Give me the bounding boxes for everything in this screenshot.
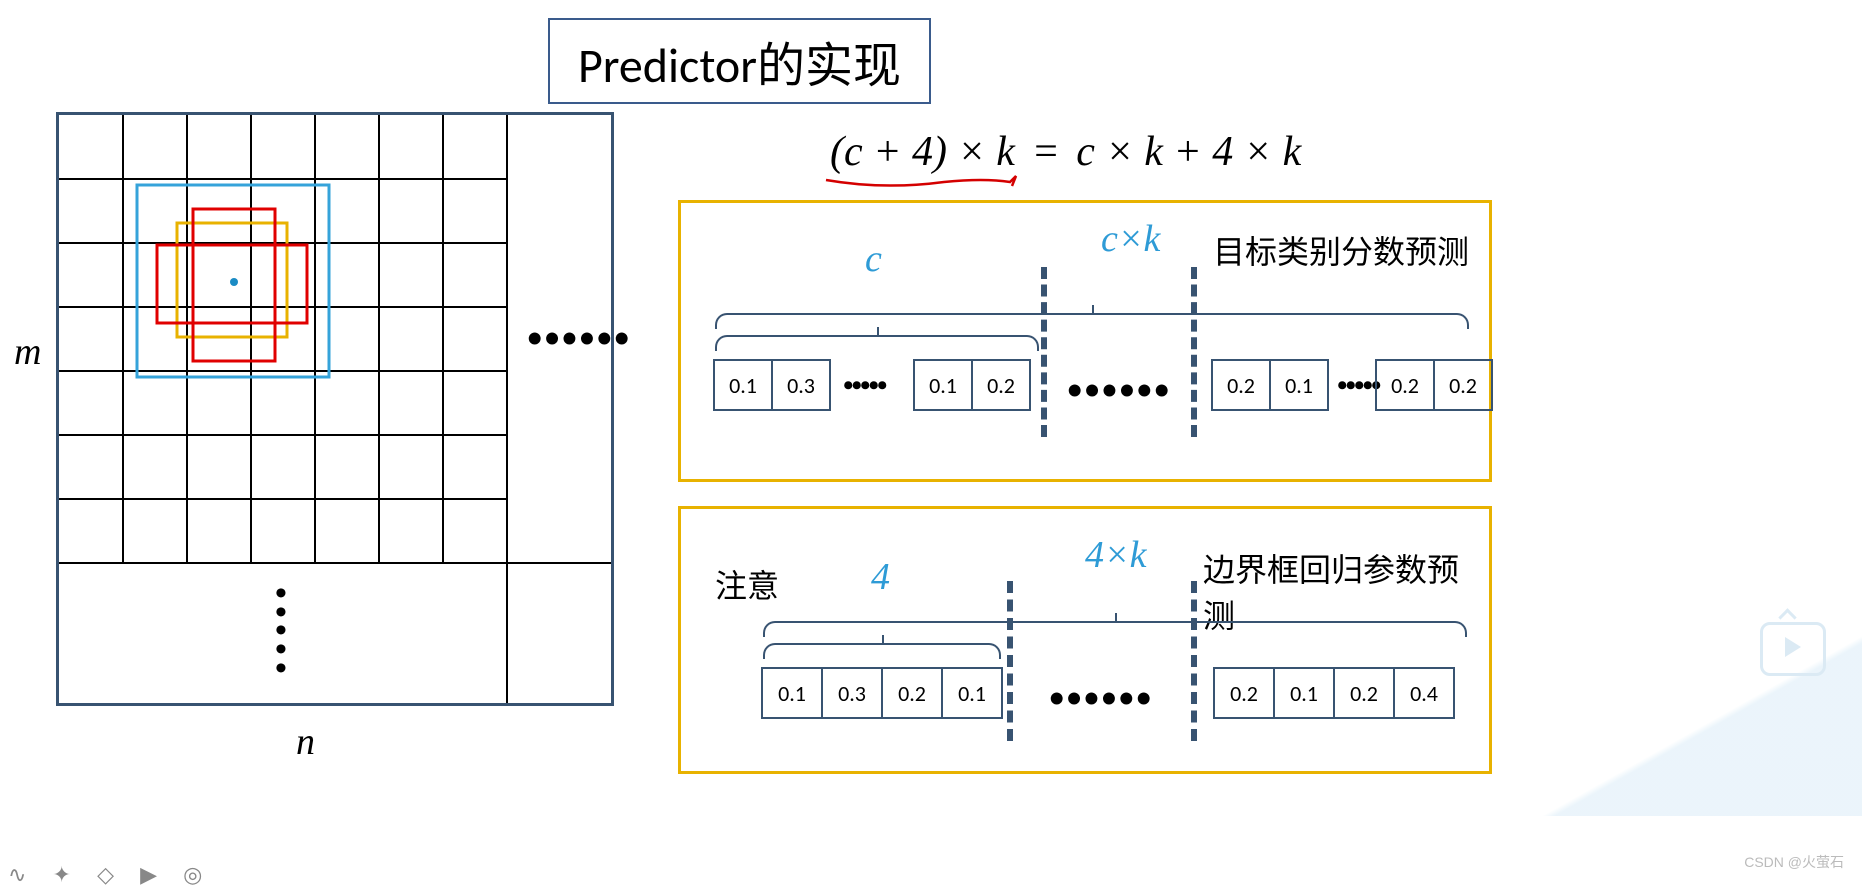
class-score-title: 目标类别分数预测 <box>1213 227 1469 273</box>
notice-label: 注意 <box>715 561 779 607</box>
panel-class-scores: c c×k 目标类别分数预测 0.1 0.3 ••••• 0.1 0.2 •••… <box>678 200 1492 482</box>
cell: 0.4 <box>1393 667 1455 719</box>
bigdots: •••••• <box>1067 365 1171 416</box>
dashed-sep-4 <box>1191 581 1197 741</box>
brace-4-label: 4 <box>871 555 890 599</box>
cell: 0.1 <box>761 667 823 719</box>
brace-4xk-label: 4×k <box>1085 533 1147 577</box>
formula: (c + 4) × k = c × k + 4 × k <box>830 128 1301 176</box>
bilibili-tv-icon <box>1760 622 1826 676</box>
m-axis-label: m <box>14 330 41 374</box>
grid-col-dots: ••••• <box>275 585 287 678</box>
formula-rhs: c × k + 4 × k <box>1076 129 1301 175</box>
cell: 0.3 <box>821 667 883 719</box>
cell: 0.3 <box>771 359 831 411</box>
cell: 0.1 <box>1269 359 1329 411</box>
formula-lhs: (c + 4) × k <box>830 129 1015 175</box>
red-underline <box>824 172 1024 192</box>
brace-c-label: c <box>865 237 882 281</box>
brace-c <box>715 335 1039 351</box>
feature-grid-svg <box>59 115 611 703</box>
bigdots: •••••• <box>1049 673 1153 724</box>
cell: 0.2 <box>881 667 943 719</box>
page-title: Predictor的实现 <box>548 18 931 104</box>
cells-mid: 0.1 0.2 <box>913 359 1031 411</box>
cells-r2: 0.2 0.2 <box>1375 359 1493 411</box>
cells-left4: 0.1 0.3 0.2 0.1 <box>761 667 1003 719</box>
n-axis-label: n <box>296 720 315 764</box>
cells-right4: 0.2 0.1 0.2 0.4 <box>1213 667 1455 719</box>
dots: ••••• <box>843 369 886 403</box>
cells-r1: 0.2 0.1 <box>1211 359 1329 411</box>
formula-eq: = <box>1025 129 1065 175</box>
cell: 0.2 <box>1213 667 1275 719</box>
brace-cxk-label: c×k <box>1101 217 1160 261</box>
cell: 0.2 <box>1211 359 1271 411</box>
feature-grid-outer: •••••• ••••• <box>56 112 614 706</box>
grid-row-dots: •••••• <box>527 313 631 364</box>
cell: 0.2 <box>971 359 1031 411</box>
brace-4 <box>763 643 1001 659</box>
cell: 0.2 <box>1433 359 1493 411</box>
dashed-sep-1 <box>1041 267 1047 437</box>
panel-bbox-regress: 注意 4 4×k 边界框回归参数预测 0.1 0.3 0.2 0.1 •••••… <box>678 506 1492 774</box>
cells-left: 0.1 0.3 <box>713 359 831 411</box>
cell: 0.1 <box>941 667 1003 719</box>
dashed-sep-3 <box>1007 581 1013 741</box>
cell: 0.2 <box>1333 667 1395 719</box>
brace-4xk <box>763 621 1467 637</box>
dashed-sep-2 <box>1191 267 1197 437</box>
cell: 0.1 <box>1273 667 1335 719</box>
cell: 0.1 <box>713 359 773 411</box>
dots: ••••• <box>1337 369 1380 403</box>
csdn-watermark: CSDN @火萤石 <box>1744 852 1844 872</box>
cell: 0.2 <box>1375 359 1435 411</box>
drawing-toolbar[interactable]: ∿ ✦ ◇ ▶ ◎ <box>8 862 212 888</box>
cell: 0.1 <box>913 359 973 411</box>
brace-cxk <box>715 313 1469 329</box>
